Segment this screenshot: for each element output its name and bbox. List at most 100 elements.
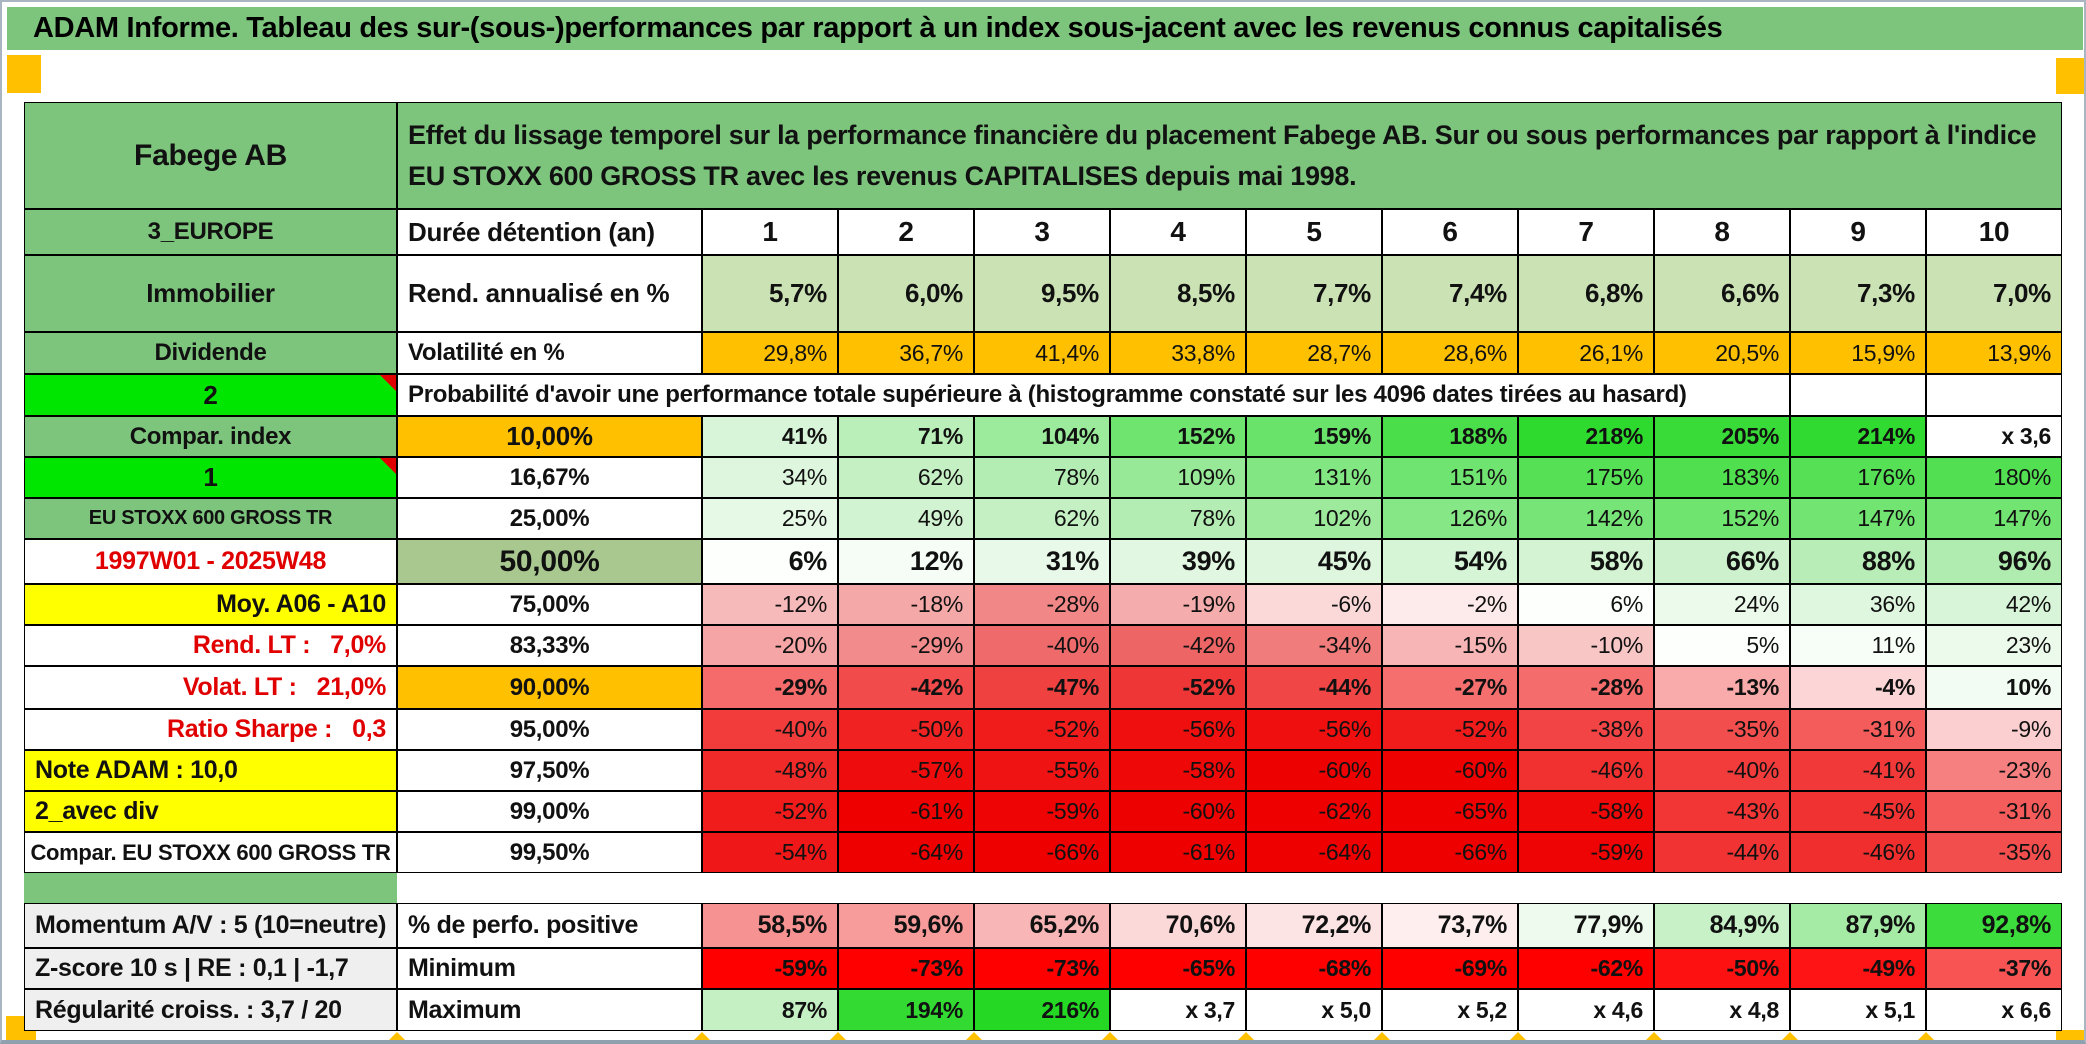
table-cell[interactable]: 9 xyxy=(1790,209,1926,255)
table-cell[interactable]: x 4,8 xyxy=(1654,989,1790,1031)
quantile-cell[interactable]: 75,00% xyxy=(397,584,702,625)
table-cell[interactable]: -42% xyxy=(1110,625,1246,666)
table-cell[interactable]: x 5,0 xyxy=(1246,989,1382,1031)
table-cell[interactable]: -61% xyxy=(838,791,974,832)
table-cell[interactable]: -15% xyxy=(1382,625,1518,666)
metric-label[interactable]: % de perfo. positive xyxy=(397,903,702,948)
table-cell[interactable]: -57% xyxy=(838,750,974,791)
table-cell[interactable]: -59% xyxy=(702,948,838,989)
table-cell[interactable]: 147% xyxy=(1790,498,1926,539)
table-cell[interactable]: -23% xyxy=(1926,750,2062,791)
table-cell[interactable]: -29% xyxy=(838,625,974,666)
table-cell[interactable]: -54% xyxy=(702,832,838,873)
table-cell[interactable]: -41% xyxy=(1790,750,1926,791)
sharpe-ratio-label[interactable]: Ratio Sharpe : 0,3 xyxy=(24,709,397,750)
table-cell[interactable]: 65,2% xyxy=(974,903,1110,948)
table-cell[interactable]: -40% xyxy=(1654,750,1790,791)
table-cell[interactable]: 26,1% xyxy=(1518,332,1654,374)
table-cell[interactable]: 15,9% xyxy=(1790,332,1926,374)
table-cell[interactable]: 87% xyxy=(702,989,838,1031)
table-cell[interactable]: 183% xyxy=(1654,457,1790,498)
table-cell[interactable]: -52% xyxy=(702,791,838,832)
table-cell[interactable]: -73% xyxy=(838,948,974,989)
table-cell[interactable]: 25% xyxy=(702,498,838,539)
momentum-label[interactable]: Momentum A/V : 5 (10=neutre) xyxy=(24,903,397,948)
table-cell[interactable]: 9,5% xyxy=(974,255,1110,332)
metric-label[interactable]: Volatilité en % xyxy=(397,332,702,374)
table-cell[interactable]: 6% xyxy=(1518,584,1654,625)
table-cell[interactable]: 28,7% xyxy=(1246,332,1382,374)
table-cell[interactable]: -27% xyxy=(1382,666,1518,709)
quantile-cell[interactable]: 83,33% xyxy=(397,625,702,666)
table-cell[interactable]: -52% xyxy=(1110,666,1246,709)
table-cell[interactable]: 6% xyxy=(702,539,838,584)
table-cell[interactable]: -73% xyxy=(974,948,1110,989)
table-cell[interactable]: 70,6% xyxy=(1110,903,1246,948)
table-cell[interactable]: 3 xyxy=(974,209,1110,255)
table-cell[interactable]: 147% xyxy=(1926,498,2062,539)
table-cell[interactable]: 8 xyxy=(1654,209,1790,255)
table-cell[interactable]: -35% xyxy=(1654,709,1790,750)
table-cell[interactable]: -45% xyxy=(1790,791,1926,832)
table-cell[interactable]: 1 xyxy=(702,209,838,255)
table-cell[interactable]: 71% xyxy=(838,416,974,457)
table-cell[interactable]: 102% xyxy=(1246,498,1382,539)
table-cell[interactable]: 11% xyxy=(1790,625,1926,666)
table-cell[interactable]: 142% xyxy=(1518,498,1654,539)
table-cell[interactable]: 109% xyxy=(1110,457,1246,498)
table-cell[interactable]: -60% xyxy=(1246,750,1382,791)
probability-caption[interactable]: Probabilité d'avoir une performance tota… xyxy=(397,374,1790,416)
table-cell[interactable]: 49% xyxy=(838,498,974,539)
table-cell[interactable]: 6,8% xyxy=(1518,255,1654,332)
table-cell[interactable]: 92,8% xyxy=(1926,903,2062,948)
table-cell[interactable]: -56% xyxy=(1246,709,1382,750)
table-cell[interactable]: -40% xyxy=(702,709,838,750)
table-cell[interactable]: -62% xyxy=(1518,948,1654,989)
table-cell[interactable]: 96% xyxy=(1926,539,2062,584)
duration-header[interactable]: Durée détention (an) xyxy=(397,209,702,255)
table-cell[interactable]: 28,6% xyxy=(1382,332,1518,374)
table-cell[interactable]: 10% xyxy=(1926,666,2062,709)
table-cell[interactable]: -66% xyxy=(974,832,1110,873)
table-cell[interactable]: 5% xyxy=(1654,625,1790,666)
table-cell[interactable]: -46% xyxy=(1518,750,1654,791)
table-cell[interactable]: -65% xyxy=(1110,948,1246,989)
table-cell[interactable]: -60% xyxy=(1382,750,1518,791)
metric-label[interactable]: Maximum xyxy=(397,989,702,1031)
table-cell[interactable]: 214% xyxy=(1790,416,1926,457)
table-cell[interactable]: -20% xyxy=(702,625,838,666)
region-label[interactable]: 3_EUROPE xyxy=(24,209,397,255)
table-cell[interactable]: -58% xyxy=(1518,791,1654,832)
table-cell[interactable]: -6% xyxy=(1246,584,1382,625)
table-cell[interactable]: -50% xyxy=(838,709,974,750)
quantile-cell[interactable]: 25,00% xyxy=(397,498,702,539)
table-cell[interactable]: 10 xyxy=(1926,209,2062,255)
dividend-label[interactable]: Dividende xyxy=(24,332,397,374)
comparison-index-label[interactable]: Compar. EU STOXX 600 GROSS TR xyxy=(24,832,397,873)
table-cell[interactable]: x 5,1 xyxy=(1790,989,1926,1031)
table-cell[interactable]: 151% xyxy=(1382,457,1518,498)
quantile-cell[interactable]: 97,50% xyxy=(397,750,702,791)
table-cell[interactable]: -34% xyxy=(1246,625,1382,666)
table-cell[interactable]: -29% xyxy=(702,666,838,709)
table-cell[interactable]: 5 xyxy=(1246,209,1382,255)
table-cell[interactable]: 205% xyxy=(1654,416,1790,457)
table-cell[interactable]: -64% xyxy=(838,832,974,873)
table-cell[interactable]: 2 xyxy=(838,209,974,255)
table-cell[interactable]: 31% xyxy=(974,539,1110,584)
table-cell[interactable]: 62% xyxy=(974,498,1110,539)
table-cell[interactable]: 194% xyxy=(838,989,974,1031)
table-cell[interactable]: -64% xyxy=(1246,832,1382,873)
table-cell[interactable]: 45% xyxy=(1246,539,1382,584)
table-cell[interactable]: 23% xyxy=(1926,625,2062,666)
quantile-cell[interactable]: 95,00% xyxy=(397,709,702,750)
table-cell[interactable]: -48% xyxy=(702,750,838,791)
table-cell[interactable]: 176% xyxy=(1790,457,1926,498)
table-cell[interactable]: -65% xyxy=(1382,791,1518,832)
table-cell[interactable]: -52% xyxy=(974,709,1110,750)
table-cell[interactable]: -61% xyxy=(1110,832,1246,873)
table-cell[interactable]: x 5,2 xyxy=(1382,989,1518,1031)
adam-score-label[interactable]: Note ADAM : 10,0 xyxy=(24,750,397,791)
average-label[interactable]: Moy. A06 - A10 xyxy=(24,584,397,625)
index-label[interactable]: EU STOXX 600 GROSS TR xyxy=(24,498,397,539)
